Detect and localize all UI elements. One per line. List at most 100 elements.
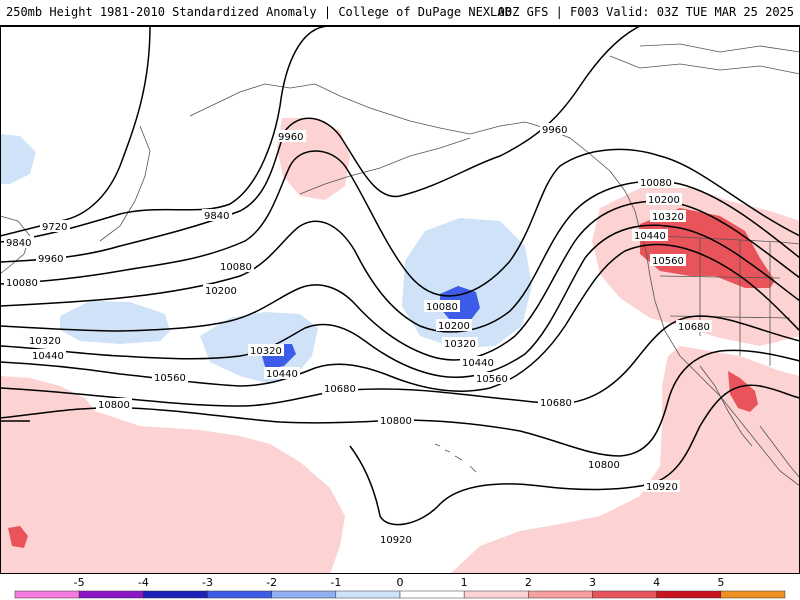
positive-anomaly-core [640,208,775,288]
label-10200-a: 10200 [203,284,239,297]
hawaii-islands [434,443,477,473]
label-10440-b: 10440 [264,367,300,380]
contour-9840 [0,26,331,243]
label-10560-a: 10560 [152,371,188,384]
label-9840-a: 9840 [202,209,232,222]
aleutian-chain [299,137,471,195]
colorbar-tick-label: -2 [266,576,277,589]
contour-label: 10200 [438,321,470,332]
colorbar-cell [143,590,208,599]
label-10680-a: 10680 [322,382,358,395]
label-10320-b: 10320 [248,344,284,357]
colorbar-cell [656,590,722,599]
label-10920-a: 10920 [644,480,680,493]
contour-label: 10200 [205,286,237,297]
colorbar-ticks: -5 -4 -3 -2 -1 0 1 2 3 4 5 [74,576,725,589]
label-10320-d: 10320 [650,210,686,223]
mexico-coast [759,425,800,479]
label-10440-d: 10440 [632,229,668,242]
contour-label: 10560 [154,373,186,384]
colorbar-cells [14,590,786,599]
contour-label: 10920 [646,482,678,493]
contour-label: 10680 [324,384,356,395]
colorbar-tick-label: -4 [138,576,149,589]
contour-label: 9960 [542,125,567,136]
contour-10320-a [0,200,800,361]
label-9960-a: 9960 [276,130,306,143]
label-10800-b: 10800 [378,414,414,427]
colorbar-scale: -5 -4 -3 -2 -1 0 1 2 3 4 5 [14,576,786,599]
colorbar-cell [14,590,80,599]
label-10320-c: 10320 [442,337,478,350]
contour-label: 9960 [38,254,63,265]
label-10080-a: 10080 [4,276,40,289]
colorbar-cell [592,590,657,599]
positive-anomaly-island [8,526,28,548]
contour-label: 10440 [266,369,298,380]
colorbar-cell [399,590,465,599]
label-10560-c: 10560 [650,254,686,267]
contour-label: 10080 [6,278,38,289]
model-valid-time: 00Z GFS | F003 Valid: 03Z TUE MAR 25 202… [497,5,794,19]
contour-label: 9840 [6,238,31,249]
label-10560-b: 10560 [474,372,510,385]
colorbar-cell [271,590,337,599]
colorbar-cell [720,590,786,599]
label-10320-a: 10320 [27,334,63,347]
canada-islands [639,43,800,53]
contour-label: 10080 [640,178,672,189]
label-10080-d: 10080 [638,176,674,189]
contour-label: 10440 [32,351,64,362]
contour-label: 10560 [476,374,508,385]
label-10800-a: 10800 [96,398,132,411]
positive-anomaly-baja [728,371,758,412]
canada-arctic-coast [609,55,800,75]
label-10200-c: 10200 [646,193,682,206]
label-10920-b: 10920 [378,533,414,546]
map-title: 250mb Height 1981-2010 Standardized Anom… [6,5,512,19]
label-10080-c: 10080 [424,300,460,313]
positive-anomaly-south [450,346,800,574]
contour-label: 10560 [652,256,684,267]
anomaly-map: 9960 9960 9840 9720 9840 9960 10080 1008… [0,26,800,574]
label-10080-b: 10080 [218,260,254,273]
colorbar-tick-label: 4 [653,576,660,589]
colorbar-tick-label: 3 [589,576,596,589]
colorbar-cell [207,590,272,599]
colorbar-cell [528,590,593,599]
negative-anomaly-central [402,218,532,348]
contour-label: 10440 [462,358,494,369]
contour-10800 [0,349,800,457]
contour-label: 10320 [444,339,476,350]
contour-label: 10080 [426,302,458,313]
colorbar-tick-label: -3 [202,576,213,589]
contour-label: 10680 [678,322,710,333]
baja-coast [699,365,753,447]
contour-label: 10320 [652,212,684,223]
colorbar-tick-label: 0 [397,576,404,589]
contour-label: 10320 [29,336,61,347]
contour-label: 10800 [98,400,130,411]
colorbar-tick-label: 2 [525,576,532,589]
siberia-coast [189,83,341,117]
colorbar: -5 -4 -3 -2 -1 0 1 2 3 4 5 [0,574,800,600]
colorbar-tick-label: 5 [717,576,724,589]
label-10800-c: 10800 [586,458,622,471]
contour-label: 10080 [220,262,252,273]
label-10680-b: 10680 [538,396,574,409]
contour-label: 9720 [42,222,67,233]
colorbar-tick-label: 1 [461,576,468,589]
label-9720: 9720 [40,220,70,233]
anomaly-shading [0,118,800,574]
label-9960-c: 9960 [36,252,66,265]
label-10440-a: 10440 [30,349,66,362]
colorbar-cell [78,590,144,599]
kamchatka-coast [99,125,151,242]
negative-anomaly-west [60,301,170,344]
contour-10440-a [0,224,800,379]
contour-label: 10920 [380,535,412,546]
height-contours [0,26,800,526]
contour-label: 10800 [588,460,620,471]
positive-anomaly-southwest [0,376,345,574]
